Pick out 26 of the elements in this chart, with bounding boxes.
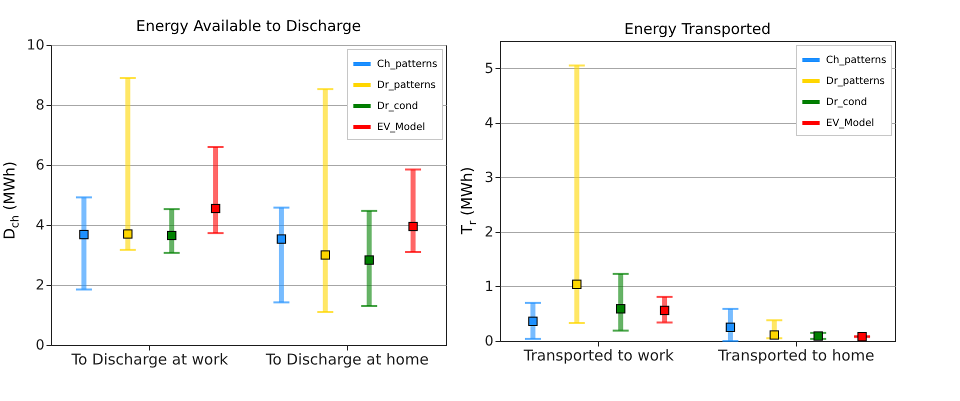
y-tick-label: 2 xyxy=(484,224,494,240)
legend-label: EV_Model xyxy=(826,118,874,129)
legend-label: Dr_patterns xyxy=(377,80,436,90)
y-tick-label: 4 xyxy=(36,217,45,233)
legend-label: Dr_patterns xyxy=(826,76,885,87)
x-tick-label: Transported to home xyxy=(717,346,874,364)
chart-title: Energy Available to Discharge xyxy=(136,16,361,34)
y-tick-label: 4 xyxy=(484,115,494,132)
y-tick-label: 0 xyxy=(36,337,44,353)
y-tick-label: 6 xyxy=(36,157,45,173)
legend-label: Dr_cond xyxy=(377,100,418,112)
legend-label: Ch_patterns xyxy=(826,55,886,66)
y-tick-label: 3 xyxy=(484,170,494,186)
legend-label: EV_Model xyxy=(377,122,426,132)
x-tick-label: Transported to work xyxy=(522,346,674,364)
x-tick-label: To Discharge at home xyxy=(264,350,429,368)
chart-title: Energy Transported xyxy=(624,20,771,38)
y-tick-label: 1 xyxy=(484,278,494,295)
y-tick-label: 0 xyxy=(484,334,494,350)
y-tick-label: 8 xyxy=(36,97,44,113)
y-tick-label: 5 xyxy=(484,60,494,77)
y-tick-label: 10 xyxy=(26,37,44,53)
legend-label: Ch_patterns xyxy=(377,58,438,70)
y-tick-label: 2 xyxy=(36,277,44,293)
x-tick-label: To Discharge at work xyxy=(70,350,228,368)
legend-label: Dr_cond xyxy=(826,97,868,108)
